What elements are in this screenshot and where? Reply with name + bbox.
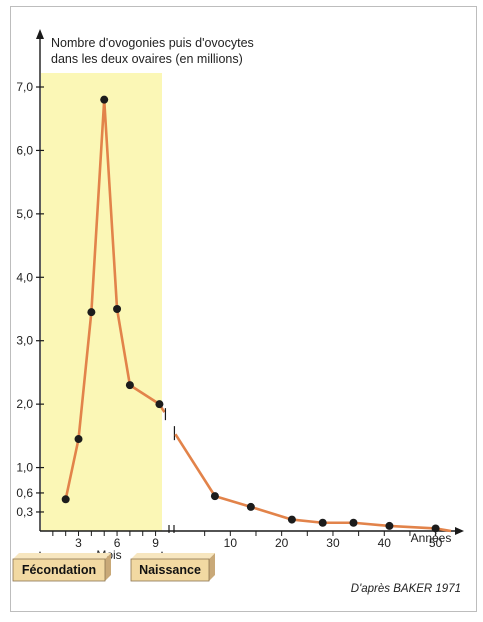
event-label: Fécondation <box>22 563 96 577</box>
chart-title-line-1: Nombre d'ovogonies puis d'ovocytes <box>51 36 254 50</box>
event-box-side <box>209 553 215 581</box>
y-axis-arrow <box>36 29 44 39</box>
x-axis-arrow <box>455 527 464 535</box>
data-point <box>61 495 70 504</box>
data-point <box>155 400 164 409</box>
data-point <box>246 502 255 511</box>
event-box-side <box>105 553 111 581</box>
data-point <box>113 305 122 313</box>
y-tick-label: 0,3 <box>16 505 33 519</box>
data-point <box>287 515 296 524</box>
year-tick-label: 10 <box>224 536 238 550</box>
year-tick-label: 30 <box>326 536 340 550</box>
year-tick-label: 50 <box>429 536 443 550</box>
y-tick-label: 2,0 <box>16 397 33 411</box>
chart-title-line-2: dans les deux ovaires (en millions) <box>51 52 243 66</box>
data-point <box>385 521 394 530</box>
data-point <box>100 95 109 104</box>
year-tick-label: 40 <box>378 536 392 550</box>
data-point <box>87 308 96 317</box>
y-tick-label: 7,0 <box>16 80 33 94</box>
y-tick-label: 0,6 <box>16 486 33 500</box>
y-tick-label: 4,0 <box>16 270 33 284</box>
event-box-top <box>13 553 111 559</box>
y-tick-label: 5,0 <box>16 207 33 221</box>
data-point <box>125 381 134 390</box>
data-point <box>74 435 83 444</box>
y-tick-label: 6,0 <box>16 143 33 157</box>
y-tick-label: 3,0 <box>16 334 33 348</box>
event-label: Naissance <box>139 563 201 577</box>
month-tick-label: 3 <box>75 536 82 550</box>
month-tick-label: 9 <box>152 536 159 550</box>
event-box <box>12 558 106 582</box>
year-tick-label: 20 <box>275 536 289 550</box>
data-point <box>210 492 219 501</box>
month-tick-label: 6 <box>114 536 121 550</box>
figure-panel: Nombre d'ovogonies puis d'ovocytes dans … <box>10 6 477 612</box>
data-point <box>431 524 440 533</box>
source-credit: D'après BAKER 1971 <box>351 583 461 595</box>
x-axis-label-years: Années <box>411 531 452 545</box>
event-box-top <box>131 553 215 559</box>
data-point <box>349 518 358 527</box>
event-box <box>130 558 210 582</box>
series-line-postnatal <box>174 433 452 533</box>
chart: Nombre d'ovogonies puis d'ovocytes dans … <box>12 29 464 595</box>
y-tick-label: 1,0 <box>16 461 33 475</box>
data-point <box>318 518 327 527</box>
